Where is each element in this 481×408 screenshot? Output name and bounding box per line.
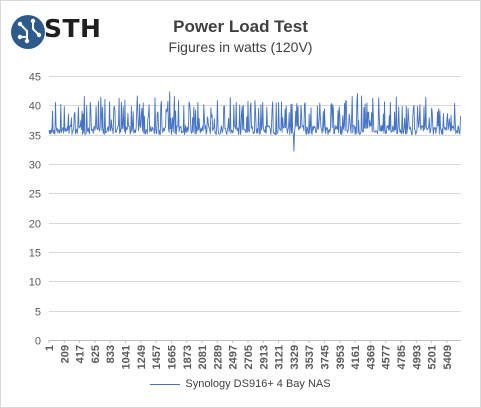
x-tick-label: 4369 <box>365 345 377 369</box>
x-tick-label: 2497 <box>228 345 240 369</box>
x-tick-label: 3121 <box>274 345 286 369</box>
x-tick-label: 3745 <box>320 345 332 369</box>
x-tick-label: 4993 <box>411 345 423 369</box>
x-tick-label: 1249 <box>136 345 148 369</box>
x-tick-label: 4785 <box>396 345 408 369</box>
y-tick-label: 15 <box>29 248 41 260</box>
y-tick-label: 25 <box>29 189 41 201</box>
legend-swatch <box>150 383 181 385</box>
x-tick-label: 1873 <box>182 345 194 369</box>
chart-legend: Synology DS916+ 4 Bay NAS <box>0 378 481 390</box>
chart-title: Power Load Test <box>173 17 308 36</box>
y-tick-label: 20 <box>29 219 41 231</box>
x-tick-label: 1 <box>44 345 56 351</box>
x-tick-label: 2705 <box>243 345 255 369</box>
sth-circuit-logo-icon <box>11 15 45 49</box>
x-tick-label: 2289 <box>212 345 224 369</box>
y-tick-label: 35 <box>29 131 41 143</box>
x-tick-label: 2913 <box>258 345 270 369</box>
y-tick-label: 45 <box>29 72 41 84</box>
series-line-synology-ds916 <box>48 91 461 152</box>
logo-text: STH <box>44 14 102 43</box>
x-tick-label: 417 <box>75 345 87 363</box>
legend-label: Synology DS916+ 4 Bay NAS <box>185 378 331 390</box>
y-tick-label: 40 <box>29 101 41 113</box>
x-tick-label: 625 <box>90 345 102 363</box>
x-tick-label: 2081 <box>197 345 209 369</box>
x-tick-label: 3953 <box>335 345 347 369</box>
x-tick-label: 4161 <box>350 345 362 369</box>
x-tick-label: 3537 <box>304 345 316 369</box>
x-tick-label: 5201 <box>427 345 439 369</box>
x-tick-label: 1457 <box>151 345 163 369</box>
x-tick-label: 1041 <box>121 345 133 369</box>
x-tick-label: 5409 <box>442 345 454 369</box>
x-tick-label: 1665 <box>166 345 178 369</box>
y-tick-label: 10 <box>29 277 41 289</box>
chart-subtitle: Figures in watts (120V) <box>168 39 313 55</box>
x-tick-label: 3329 <box>289 345 301 369</box>
y-tick-label: 30 <box>29 160 41 172</box>
x-tick-label: 4577 <box>381 345 393 369</box>
y-tick-label: 5 <box>35 307 41 319</box>
y-tick-label: 0 <box>35 336 41 348</box>
x-tick-label: 209 <box>59 345 71 363</box>
x-tick-label: 833 <box>105 345 117 363</box>
